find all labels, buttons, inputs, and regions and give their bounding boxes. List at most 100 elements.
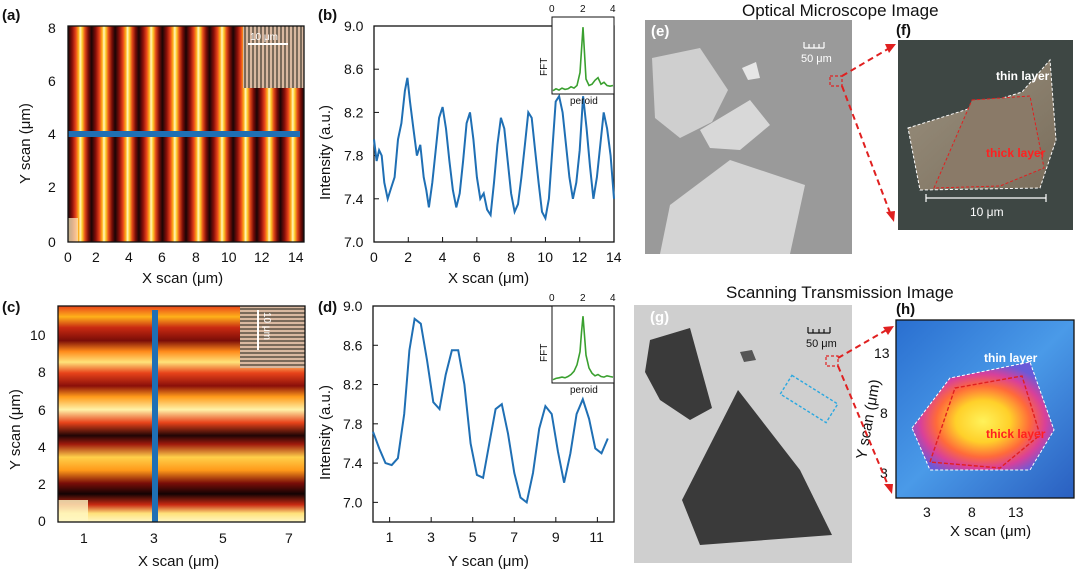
panel-f: thin layer thick layer 10 μm (f) xyxy=(896,22,1073,230)
panel-a-label: (a) xyxy=(2,7,20,24)
b-fft-ylabel: FFT xyxy=(539,58,550,76)
panel-c-label: (c) xyxy=(2,299,20,316)
b-xtick: 2 xyxy=(404,249,412,265)
panel-d: (d) 7.0 7.4 7.8 8.2 8.6 9.0 1 3 5 7 9 11 Y scan (μ… xyxy=(317,293,616,570)
optical-title: Optical Microscope Image xyxy=(742,1,939,20)
d-xticks: 1 3 5 7 9 11 xyxy=(386,517,604,545)
d-xtick: 3 xyxy=(427,529,435,545)
b-xtick: 14 xyxy=(606,249,622,265)
panel-c: 10 μm (c) 1 3 5 7 0 2 4 6 8 10 X scan (μ… xyxy=(2,299,306,570)
a-xtick: 8 xyxy=(192,249,200,265)
h-xtick: 13 xyxy=(1008,504,1024,520)
transmission-title: Scanning Transmission Image xyxy=(726,283,954,302)
a-xlabel: X scan (μm) xyxy=(142,270,223,287)
d-ytick: 7.8 xyxy=(343,416,363,432)
a-ytick: 4 xyxy=(48,126,56,142)
flake-e-2 xyxy=(700,100,770,150)
b-ytick: 7.0 xyxy=(344,234,364,250)
thick-label-h: thick layer xyxy=(986,427,1046,441)
h-xtick: 8 xyxy=(968,504,976,520)
d-ytick: 8.6 xyxy=(343,337,363,353)
a-yticks: 0 2 4 6 8 xyxy=(48,20,56,250)
connector-arrows-gh xyxy=(837,327,891,491)
d-ylabel: Intensity (a.u.) xyxy=(317,385,334,480)
b-fft-line xyxy=(552,27,614,92)
h-ytick: 8 xyxy=(880,405,888,421)
thin-region-h xyxy=(911,361,1055,471)
d-yticks: 7.0 7.4 7.8 8.2 8.6 9.0 xyxy=(343,298,378,510)
inset-c: 10 μm xyxy=(240,306,305,368)
c-ytick: 10 xyxy=(30,327,46,343)
heatmap-a-corner xyxy=(68,218,78,242)
c-xticks: 1 3 5 7 xyxy=(80,530,293,546)
flake-e-4 xyxy=(742,62,760,80)
h-xtick: 3 xyxy=(923,504,931,520)
scale-bar-g xyxy=(807,327,831,334)
d-fft-inset: 0 2 4 peroid FFT xyxy=(539,293,616,396)
region-box-g xyxy=(779,374,839,424)
scale-bar-f xyxy=(925,194,1047,202)
b-xticks: 0 2 4 6 8 10 12 14 xyxy=(370,237,622,265)
panel-h-label: (h) xyxy=(896,301,915,318)
b-fft-inset: 0 2 4 peroid FFT xyxy=(539,4,616,107)
c-xtick: 7 xyxy=(285,530,293,546)
b-xlabel: X scan (μm) xyxy=(448,270,529,287)
h-ytick: 3 xyxy=(880,465,888,481)
b-intensity-line xyxy=(373,77,615,222)
panel-h: thin layer thick layer (h) 3 8 13 3 8 13… xyxy=(853,301,1075,540)
c-xlabel: X scan (μm) xyxy=(138,553,219,570)
d-xlabel: Y scan (μm) xyxy=(448,553,529,570)
c-xtick: 5 xyxy=(219,530,227,546)
c-ytick: 2 xyxy=(38,476,46,492)
c-ytick: 0 xyxy=(38,513,46,529)
b-xtick: 4 xyxy=(439,249,447,265)
d-ytick: 8.2 xyxy=(343,377,363,393)
b-yticks: 7.0 7.4 7.8 8.2 8.6 9.0 xyxy=(344,18,379,250)
c-ylabel: Y scan (μm) xyxy=(7,389,24,470)
inset-a-scale: 10 μm xyxy=(250,32,278,43)
thin-label-h: thin layer xyxy=(984,351,1038,365)
d-xtick: 9 xyxy=(552,529,560,545)
d-fft-ylabel: FFT xyxy=(539,344,550,362)
d-ytick: 7.0 xyxy=(343,494,363,510)
b-xtick: 12 xyxy=(572,249,588,265)
d-fft-xtick: 4 xyxy=(610,293,616,304)
h-xlabel: X scan (μm) xyxy=(950,523,1031,540)
dark-flake-g-3 xyxy=(740,350,756,362)
b-xtick: 10 xyxy=(537,249,553,265)
thin-label-f: thin layer xyxy=(996,69,1050,83)
d-fft-xtick: 2 xyxy=(580,293,586,304)
b-fft-xtick: 4 xyxy=(610,4,616,15)
b-ytick: 7.4 xyxy=(344,191,364,207)
b-ylabel: Intensity (a.u.) xyxy=(317,105,334,200)
panel-d-label: (d) xyxy=(318,299,337,316)
a-xtick: 12 xyxy=(254,249,270,265)
zoom-box-e xyxy=(829,75,843,87)
arrow-head-h-top xyxy=(883,326,894,335)
a-xtick: 14 xyxy=(288,249,304,265)
scale-bar-e xyxy=(803,42,825,49)
d-xtick: 1 xyxy=(386,529,394,545)
scale-f: 10 μm xyxy=(970,205,1004,219)
thick-region-h xyxy=(929,375,1041,469)
heatmap-c-corner xyxy=(58,500,88,522)
a-ylabel: Y scan (μm) xyxy=(17,103,34,184)
a-ytick: 6 xyxy=(48,73,56,89)
a-ytick: 0 xyxy=(48,234,56,250)
d-ytick: 7.4 xyxy=(343,455,363,471)
c-ytick: 6 xyxy=(38,402,46,418)
a-ytick: 8 xyxy=(48,20,56,36)
d-intensity-line xyxy=(372,316,609,505)
b-xtick: 0 xyxy=(370,249,378,265)
panel-b: (b) 7.0 7.4 7.8 8.2 8.6 9.0 0 2 4 6 8 10 12 14 X sca… xyxy=(317,4,622,287)
dark-flake-g-2 xyxy=(682,390,832,545)
panel-b-label: (b) xyxy=(318,7,337,24)
panel-e: 50 μm (e) xyxy=(645,20,852,254)
c-xtick: 1 xyxy=(80,530,88,546)
c-ytick: 4 xyxy=(38,439,46,455)
d-xtick: 5 xyxy=(469,529,477,545)
inset-c-scale: 10 μm xyxy=(261,312,272,340)
zoom-box-g xyxy=(825,355,839,367)
b-fft-xtick: 0 xyxy=(549,4,555,15)
